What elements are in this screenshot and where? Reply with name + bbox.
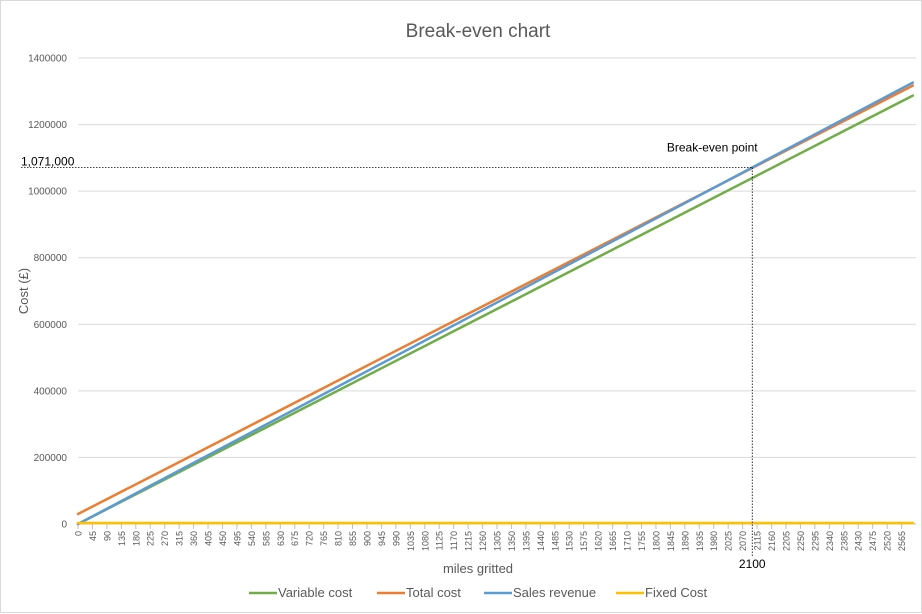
x-tick-label: 1530	[565, 531, 575, 551]
x-tick-label: 540	[247, 531, 257, 546]
x-tick-label: 1305	[493, 531, 503, 551]
series-lines	[76, 81, 915, 526]
y-tick-label: 1400000	[28, 54, 67, 65]
x-axis-ticks: 0 45 90 135 180 225 270 315 360 405 450 495 540 585 63…	[74, 524, 907, 551]
x-tick-label: 360	[189, 531, 199, 546]
legend-item-label: Sales revenue	[513, 585, 596, 600]
series-line-variable-cost	[76, 94, 915, 526]
x-tick-label: 2475	[868, 531, 878, 551]
x-tick-label: 585	[261, 531, 271, 546]
x-tick-label: 1440	[536, 531, 546, 551]
x-tick-label: 2160	[767, 531, 777, 551]
y-tick-label: 1200000	[28, 120, 67, 131]
series-line-sales-revenue	[76, 81, 915, 526]
x-tick-label: 720	[305, 531, 315, 546]
x-tick-label: 2250	[796, 531, 806, 551]
x-tick-label: 1755	[637, 531, 647, 551]
x-tick-label: 1485	[550, 531, 560, 551]
y-tick-label: 800000	[34, 253, 68, 264]
x-tick-label: 225	[146, 531, 156, 546]
x-tick-label: 1890	[680, 531, 690, 551]
x-tick-label: 810	[334, 531, 344, 546]
x-tick-label: 405	[204, 531, 214, 546]
x-tick-label: 900	[362, 531, 372, 546]
y-tick-label: 0	[61, 520, 67, 531]
x-tick-label: 1980	[709, 531, 719, 551]
legend-item-label: Fixed Cost	[645, 585, 708, 600]
break-even-annotations: Break-even point 1,071,000 2100	[21, 141, 766, 571]
x-tick-label: 450	[218, 531, 228, 546]
x-tick-label: 2340	[825, 531, 835, 551]
x-tick-label: 135	[117, 531, 127, 546]
x-tick-label: 855	[348, 531, 358, 546]
y-tick-label: 600000	[34, 320, 68, 331]
x-tick-label: 2070	[738, 531, 748, 551]
y-tick-label: 200000	[34, 453, 68, 464]
chart-title: Break-even chart	[406, 21, 551, 42]
x-tick-label: 0	[74, 531, 84, 536]
x-tick-label: 2385	[839, 531, 849, 551]
x-tick-label: 2430	[854, 531, 864, 551]
x-tick-label: 1665	[608, 531, 618, 551]
x-tick-label: 2295	[810, 531, 820, 551]
x-tick-label: 1575	[579, 531, 589, 551]
gridlines	[78, 57, 916, 525]
break-even-value-label: 1,071,000	[21, 155, 75, 169]
x-tick-label: 2205	[781, 531, 791, 551]
x-tick-label: 315	[175, 531, 185, 546]
y-axis-title: Cost (£)	[16, 268, 31, 314]
x-tick-label: 1395	[521, 531, 531, 551]
x-tick-label: 1125	[435, 531, 445, 550]
x-tick-label: 1080	[420, 531, 430, 551]
break-even-label: Break-even point	[667, 141, 758, 155]
x-tick-label: 1350	[507, 531, 517, 551]
x-tick-label: 1935	[695, 531, 705, 551]
y-tick-label: 400000	[34, 386, 68, 397]
x-tick-label: 1170	[449, 531, 459, 550]
x-tick-label: 945	[377, 531, 387, 546]
x-tick-label: 765	[319, 531, 329, 546]
x-tick-label: 2025	[724, 531, 734, 551]
x-axis-title: miles gritted	[443, 561, 513, 576]
break-even-x-label: 2100	[739, 557, 766, 571]
x-tick-label: 1710	[623, 531, 633, 551]
y-axis-ticks: 0 200000 400000 600000 800000 1000000 1200000 1…	[28, 54, 67, 531]
x-tick-label: 1620	[594, 531, 604, 551]
legend: Variable cost Total cost Sales revenue Fixe…	[249, 585, 708, 600]
legend-item-label: Total cost	[406, 585, 461, 600]
x-tick-label: 495	[232, 531, 242, 546]
x-tick-label: 1260	[478, 531, 488, 551]
x-tick-label: 675	[290, 531, 300, 546]
x-tick-label: 1035	[406, 531, 416, 551]
x-tick-label: 1215	[464, 531, 474, 551]
x-tick-label: 1845	[666, 531, 676, 551]
x-tick-label: 2520	[883, 531, 893, 551]
x-tick-label: 45	[88, 531, 98, 541]
x-tick-label: 630	[276, 531, 286, 546]
x-tick-label: 1800	[651, 531, 661, 551]
x-tick-label: 180	[131, 531, 141, 546]
x-tick-label: 270	[160, 531, 170, 546]
x-tick-label: 990	[391, 531, 401, 546]
x-tick-label: 2565	[897, 531, 907, 551]
legend-item-label: Variable cost	[278, 585, 353, 600]
x-tick-label: 2115	[753, 531, 763, 550]
y-tick-label: 1000000	[28, 187, 67, 198]
x-tick-label: 90	[102, 531, 112, 541]
